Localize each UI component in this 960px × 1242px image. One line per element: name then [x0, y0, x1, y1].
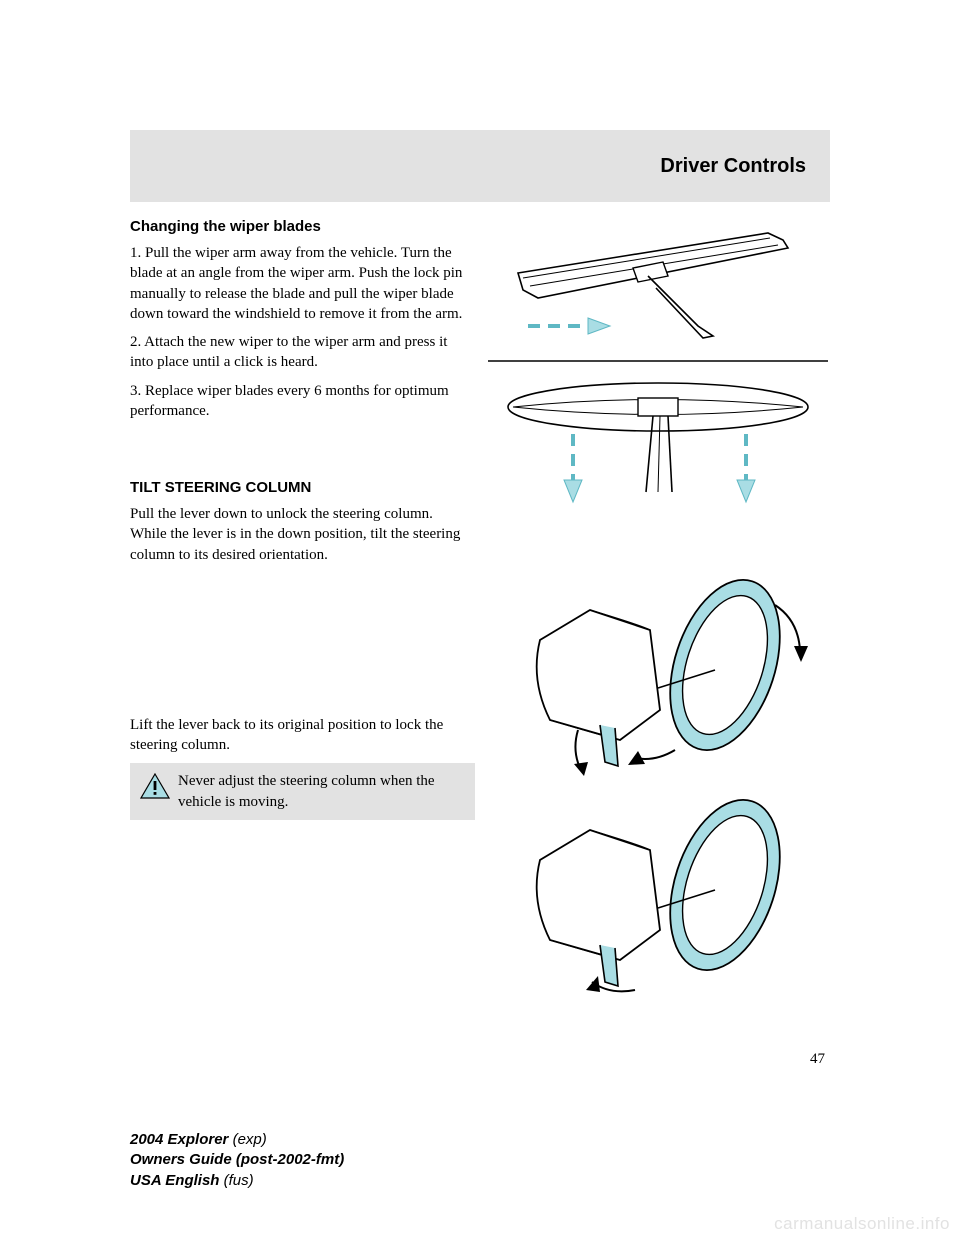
section3: Lift the lever back to its original posi…	[130, 715, 470, 820]
footer-lang: USA English	[130, 1172, 219, 1189]
footer-line-1: 2004 Explorer (exp)	[130, 1130, 344, 1150]
left-text-column: Changing the wiper blades 1. Pull the wi…	[130, 218, 470, 820]
warning-text: Never adjust the steering column when th…	[178, 771, 465, 812]
section2-heading: TILT STEERING COLUMN	[130, 479, 470, 496]
section1-heading: Changing the wiper blades	[130, 218, 470, 235]
footer-line-2: Owners Guide (post-2002-fmt)	[130, 1150, 344, 1170]
chapter-header-band: Driver Controls	[130, 130, 830, 202]
page-number: 47	[810, 1051, 825, 1068]
section1-p2: 2. Attach the new wiper to the wiper arm…	[130, 332, 470, 373]
section3-p1: Lift the lever back to its original posi…	[130, 715, 470, 756]
steering-column-illustration-2	[500, 790, 830, 1000]
section2-p1: Pull the lever down to unlock the steeri…	[130, 504, 470, 565]
steering-column-illustration-1	[500, 570, 830, 780]
warning-triangle-icon	[140, 773, 170, 799]
footer-block: 2004 Explorer (exp) Owners Guide (post-2…	[130, 1130, 344, 1191]
section1-p3: 3. Replace wiper blades every 6 months f…	[130, 381, 470, 422]
footer-line-3: USA English (fus)	[130, 1171, 344, 1191]
section1-p1: 1. Pull the wiper arm away from the vehi…	[130, 243, 470, 324]
footer-model: 2004 Explorer	[130, 1131, 228, 1148]
watermark-text: carmanualsonline.info	[774, 1214, 950, 1234]
wiper-blade-illustration-2	[488, 362, 828, 542]
section2: TILT STEERING COLUMN Pull the lever down…	[130, 479, 470, 565]
footer-code1: (exp)	[233, 1131, 267, 1148]
warning-callout: Never adjust the steering column when th…	[130, 763, 475, 820]
chapter-title: Driver Controls	[660, 155, 806, 178]
footer-code3: (fus)	[224, 1172, 254, 1189]
wiper-blade-illustration-1	[488, 218, 828, 363]
